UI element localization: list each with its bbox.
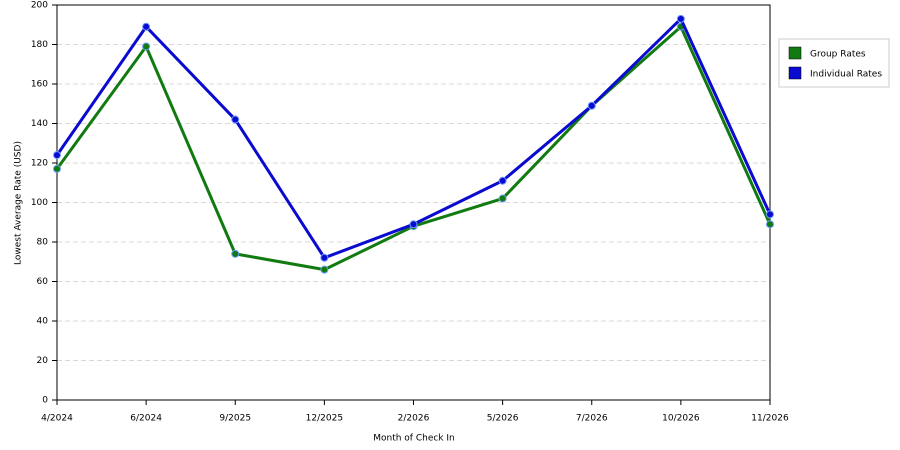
x-tick-label: 7/2026 <box>576 414 608 424</box>
data-point <box>320 265 329 274</box>
y-tick-label: 200 <box>31 1 48 11</box>
plot-border <box>56 4 771 401</box>
y-tick-label: 180 <box>31 40 48 50</box>
y-tick-label: 40 <box>37 317 49 327</box>
legend-label: Group Rates <box>810 50 866 60</box>
legend-swatch <box>788 66 802 80</box>
x-tick-label: 2/2026 <box>398 414 430 424</box>
x-tick-label: 11/2026 <box>751 414 789 424</box>
legend-label: Individual Rates <box>810 70 882 80</box>
data-point <box>320 253 329 262</box>
data-point <box>766 220 774 229</box>
data-point <box>676 14 685 23</box>
data-point <box>231 249 240 258</box>
data-point <box>766 210 774 219</box>
y-tick-label: 120 <box>31 159 48 169</box>
data-point <box>142 22 151 31</box>
y-tick-label: 60 <box>37 277 49 287</box>
x-tick-label: 10/2026 <box>662 414 700 424</box>
x-tick-label: 12/2025 <box>306 414 343 424</box>
data-point <box>53 164 61 173</box>
x-axis-label: Month of Check In <box>373 434 455 444</box>
x-tick-label: 9/2025 <box>219 414 251 424</box>
y-tick-label: 20 <box>37 356 49 366</box>
x-tick-label: 4/2024 <box>41 414 73 424</box>
y-tick-label: 160 <box>31 80 48 90</box>
y-tick-label: 100 <box>31 198 48 208</box>
data-point <box>53 151 61 160</box>
x-tick-label: 6/2024 <box>130 414 162 424</box>
data-point <box>498 194 507 203</box>
legend-box <box>778 38 890 88</box>
x-tick-label: 5/2026 <box>487 414 519 424</box>
y-tick-label: 0 <box>42 396 48 406</box>
data-point <box>231 115 240 124</box>
legend-swatch <box>788 46 802 60</box>
data-point <box>409 220 418 229</box>
y-tick-label: 80 <box>37 238 49 248</box>
data-point <box>498 176 507 185</box>
y-axis-label: Lowest Average Rate (USD) <box>14 141 24 265</box>
data-point <box>587 101 596 110</box>
data-point <box>142 42 151 51</box>
y-tick-label: 140 <box>31 119 48 129</box>
